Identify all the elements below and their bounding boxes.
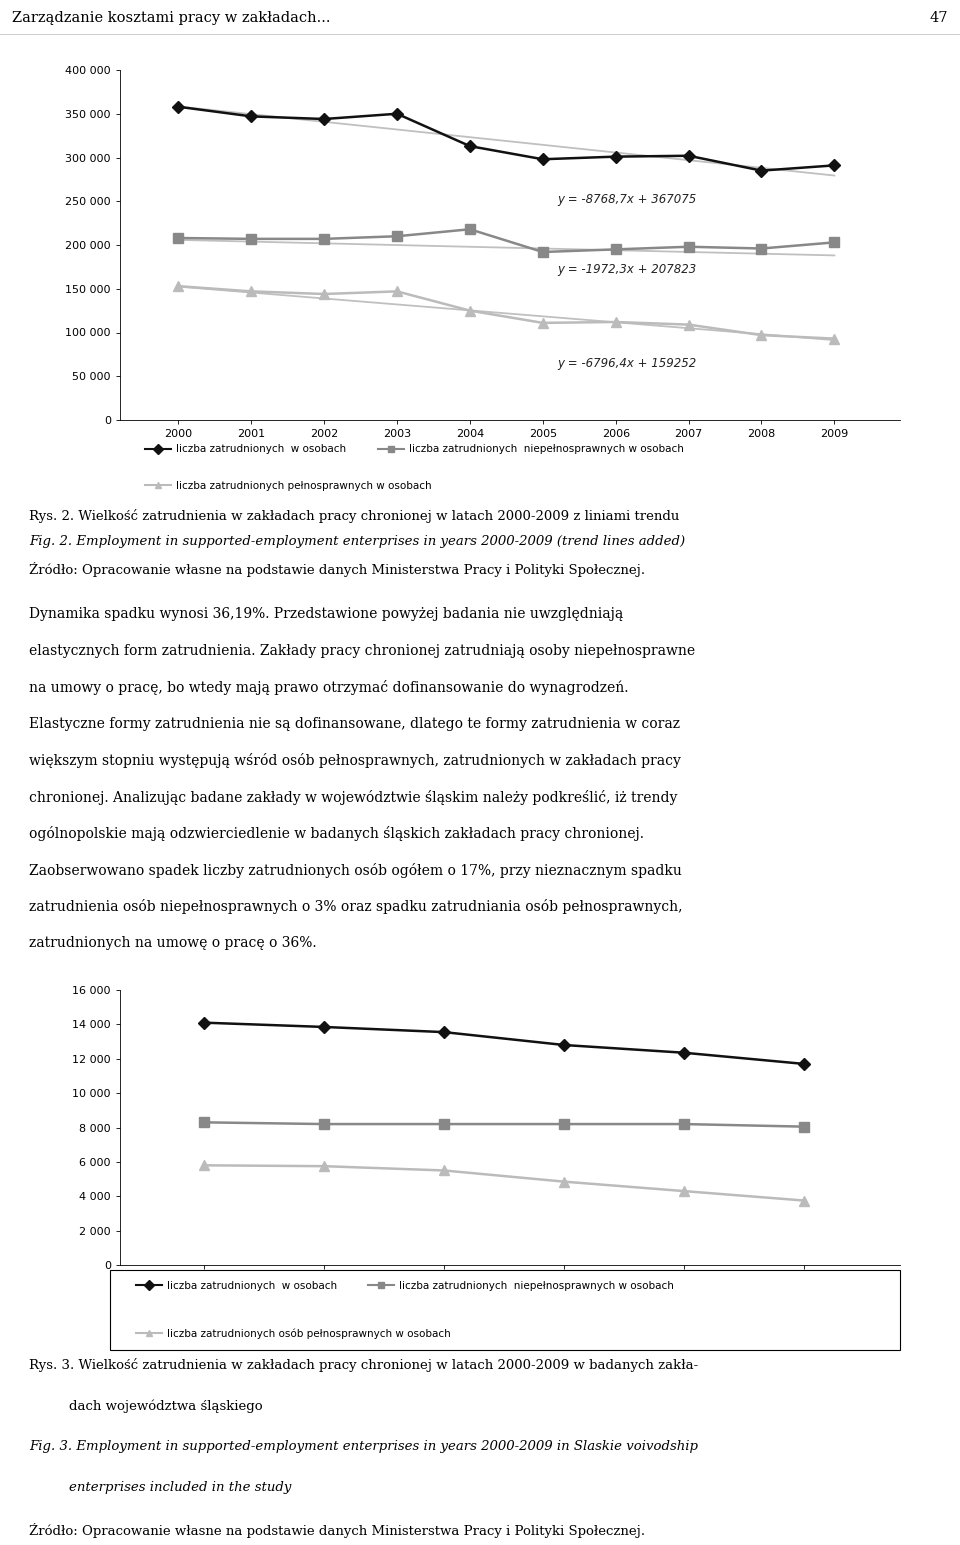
Text: Zaobserwowano spadek liczby zatrudnionych osób ogółem o 17%, przy nieznacznym sp: Zaobserwowano spadek liczby zatrudnionyc… (29, 862, 682, 878)
Text: Elastyczne formy zatrudnienia nie są dofinansowane, dlatego te formy zatrudnieni: Elastyczne formy zatrudnienia nie są dof… (29, 717, 680, 731)
Text: enterprises included in the study: enterprises included in the study (69, 1482, 292, 1494)
Text: Fig. 3. Employment in supported-employment enterprises in years 2000-2009 in Sla: Fig. 3. Employment in supported-employme… (29, 1440, 698, 1454)
Text: ogólnopolskie mają odzwierciedlenie w badanych śląskich zakładach pracy chronion: ogólnopolskie mają odzwierciedlenie w ba… (29, 827, 644, 842)
Text: elastycznych form zatrudnienia. Zakłady pracy chronionej zatrudniają osoby niepe: elastycznych form zatrudnienia. Zakłady … (29, 644, 695, 658)
Text: zatrudnienia osób niepełnosprawnych o 3% oraz spadku zatrudniania osób pełnospra: zatrudnienia osób niepełnosprawnych o 3%… (29, 899, 683, 915)
Legend: liczba zatrudnionych pełnosprawnych w osobach: liczba zatrudnionych pełnosprawnych w os… (141, 476, 436, 494)
Text: na umowy o pracę, bo wtedy mają prawo otrzymać dofinansowanie do wynagrodzeń.: na umowy o pracę, bo wtedy mają prawo ot… (29, 680, 628, 695)
Text: Rys. 2. Wielkość zatrudnienia w zakładach pracy chronionej w latach 2000-2009 z : Rys. 2. Wielkość zatrudnienia w zakładac… (29, 508, 679, 524)
Text: Rys. 3. Wielkość zatrudnienia w zakładach pracy chronionej w latach 2000-2009 w : Rys. 3. Wielkość zatrudnienia w zakładac… (29, 1358, 698, 1372)
Text: zatrudnionych na umowę o pracę o 36%.: zatrudnionych na umowę o pracę o 36%. (29, 936, 317, 950)
Text: Zarządzanie kosztami pracy w zakładach...: Zarządzanie kosztami pracy w zakładach..… (12, 11, 330, 25)
Legend: liczba zatrudnionych osób pełnosprawnych w osobach: liczba zatrudnionych osób pełnosprawnych… (132, 1324, 455, 1343)
Text: Źródło: Opracowanie własne na podstawie danych Ministerstwa Pracy i Polityki Spo: Źródło: Opracowanie własne na podstawie … (29, 1522, 645, 1537)
Text: chronionej. Analizując badane zakłady w województwie śląskim należy podkreślić, : chronionej. Analizując badane zakłady w … (29, 789, 677, 805)
Text: Źródło: Opracowanie własne na podstawie danych Ministerstwa Pracy i Polityki Spo: Źródło: Opracowanie własne na podstawie … (29, 562, 645, 576)
Text: y = -8768,7x + 367075: y = -8768,7x + 367075 (558, 193, 697, 205)
Text: y = -1972,3x + 207823: y = -1972,3x + 207823 (558, 263, 697, 277)
Text: y = -6796,4x + 159252: y = -6796,4x + 159252 (558, 357, 697, 371)
Text: Fig. 2. Employment in supported-employment enterprises in years 2000-2009 (trend: Fig. 2. Employment in supported-employme… (29, 536, 684, 548)
Text: dach województwa śląskiego: dach województwa śląskiego (69, 1400, 263, 1412)
Text: 47: 47 (930, 11, 948, 25)
Text: większym stopniu występują wśród osób pełnosprawnych, zatrudnionych w zakładach : większym stopniu występują wśród osób pe… (29, 754, 681, 768)
Text: Dynamika spadku wynosi 36,19%. Przedstawione powyżej badania nie uwzględniają: Dynamika spadku wynosi 36,19%. Przedstaw… (29, 607, 623, 621)
